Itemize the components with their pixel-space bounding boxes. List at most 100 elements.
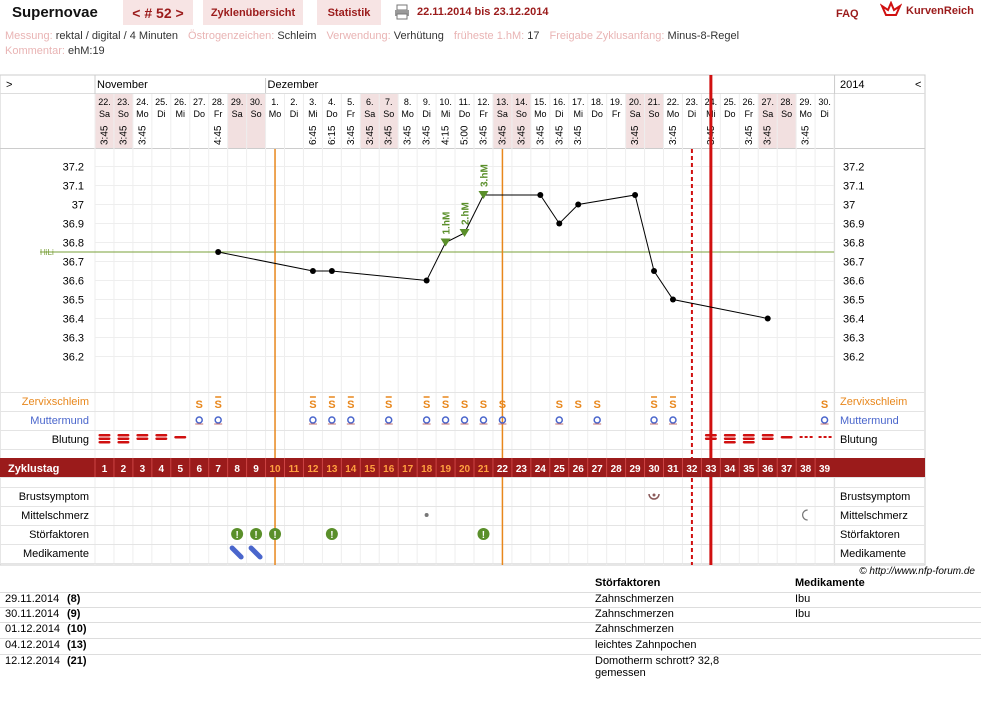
cycle-day: 23 [516, 464, 528, 475]
day-date: 8. [404, 97, 412, 107]
meta-value: Schleim [277, 30, 317, 42]
row-disturb-left: Störfaktoren [29, 529, 89, 541]
time-label: 3:45 [365, 125, 376, 145]
mumu-mark [441, 416, 450, 424]
hm-label: 1.hM [442, 212, 453, 235]
cervix-mark: S [821, 399, 828, 411]
blood-mark [742, 437, 755, 440]
cycle-day: 9 [253, 464, 259, 475]
meta-label: Messung: [5, 30, 56, 42]
chart-frame [0, 74, 926, 566]
cycle-day: 27 [592, 464, 604, 475]
copyright: © http://www.nfp-forum.de [859, 566, 975, 576]
day-date: 28. [212, 97, 225, 107]
disturb-icon [325, 528, 338, 540]
time-label: 3:45 [668, 125, 679, 145]
day-date: 17. [572, 97, 585, 107]
cycle-day: 18 [421, 464, 433, 475]
note-stor: Zahnschmerzen [595, 593, 674, 605]
tab-overview[interactable]: Zyklenübersicht [203, 0, 303, 25]
comment-value: ehM:19 [67, 45, 105, 57]
day-weekday: Mo [269, 109, 282, 119]
mumu-mark [214, 416, 222, 424]
day-weekday: Di [688, 109, 697, 119]
meds-icon [229, 545, 244, 560]
cycle-day: 10 [269, 464, 281, 475]
day-date: 26. [743, 97, 756, 107]
time-label: 3:45 [744, 125, 755, 145]
disturb-excl: ! [235, 530, 238, 541]
time-label: 3:45 [497, 125, 508, 145]
y-tick-left: 36.2 [63, 352, 84, 364]
temp-curve [218, 194, 768, 319]
blood-mark [761, 434, 774, 437]
note-date: 29.11.2014 [5, 593, 60, 605]
row-cervix-right: Zervixschleim [840, 396, 907, 408]
day-weekday: Do [591, 109, 603, 119]
cervix-mark: S [575, 399, 582, 411]
logo[interactable]: KurvenReich [880, 1, 980, 21]
weekend-col [644, 94, 664, 149]
day-date: 22. [98, 97, 111, 107]
cervix-mark: S [215, 399, 222, 411]
time-label: 3:45 [573, 125, 584, 145]
day-weekday: Di [555, 109, 564, 119]
disturb-icon [231, 528, 244, 540]
note-day: (9) [67, 608, 81, 620]
cervix-mark: S [309, 399, 316, 411]
mumu-mark [328, 416, 336, 424]
note-stor: leichtes Zahnpochen [595, 639, 697, 651]
y-tick-left: 36.7 [63, 257, 84, 269]
temp-point [764, 315, 771, 322]
cervix-mark: S [650, 399, 657, 411]
faq-link[interactable]: FAQ [836, 8, 859, 20]
day-weekday: Di [820, 109, 829, 119]
day-weekday: Fr [612, 109, 621, 119]
blood-mark [117, 441, 130, 444]
weekend-col [113, 94, 133, 149]
row-meds-right: Medikamente [840, 548, 906, 560]
y-tick-right: 36.5 [843, 295, 864, 307]
notes-head-med: Medikamente [795, 577, 865, 589]
meta-value: Minus-8-Regel [667, 30, 740, 42]
time-label: 3:45 [630, 125, 641, 145]
day-weekday: Sa [630, 109, 641, 119]
time-label: 4:15 [441, 125, 452, 145]
y-tick-right: 36.6 [843, 276, 864, 288]
cycle-day: 2 [121, 464, 127, 475]
blood-mark [98, 441, 111, 444]
time-label: 3:45 [118, 125, 129, 145]
time-label: 3:45 [403, 125, 414, 145]
day-weekday: Mi [573, 109, 583, 119]
print-icon[interactable] [394, 4, 410, 20]
temp-point [556, 220, 563, 227]
day-weekday: Mi [441, 109, 451, 119]
app-title: Supernovae [12, 4, 98, 21]
day-date: 12. [477, 97, 490, 107]
day-date: 24. [136, 97, 149, 107]
weekend-col [95, 94, 114, 149]
cycle-day: 39 [819, 464, 831, 475]
breast-dot [652, 493, 656, 497]
y-tick-left: 37 [72, 200, 84, 212]
day-weekday: So [118, 109, 129, 119]
day-date: 25. [724, 97, 737, 107]
time-label: 3:45 [763, 125, 774, 145]
blood-mark [761, 437, 774, 440]
tab-stats[interactable]: Statistik [317, 0, 381, 25]
cycle-day: 25 [554, 464, 566, 475]
row-breast-left: Brustsymptom [19, 491, 89, 503]
meta-value: rektal / digital / 4 Minuten [55, 30, 179, 42]
weekend-col [379, 94, 399, 149]
blood-mark [780, 436, 793, 439]
blood-mark [742, 434, 755, 437]
meds-icon [248, 545, 263, 560]
blood-mark [723, 441, 736, 444]
cycle-day: 28 [611, 464, 623, 475]
cycle-nav[interactable]: < # 52 > [123, 0, 193, 25]
weekend-col [246, 94, 266, 149]
blood-mark [174, 436, 187, 439]
day-weekday: Sa [99, 109, 110, 119]
hili-label: HiLi [40, 248, 54, 257]
